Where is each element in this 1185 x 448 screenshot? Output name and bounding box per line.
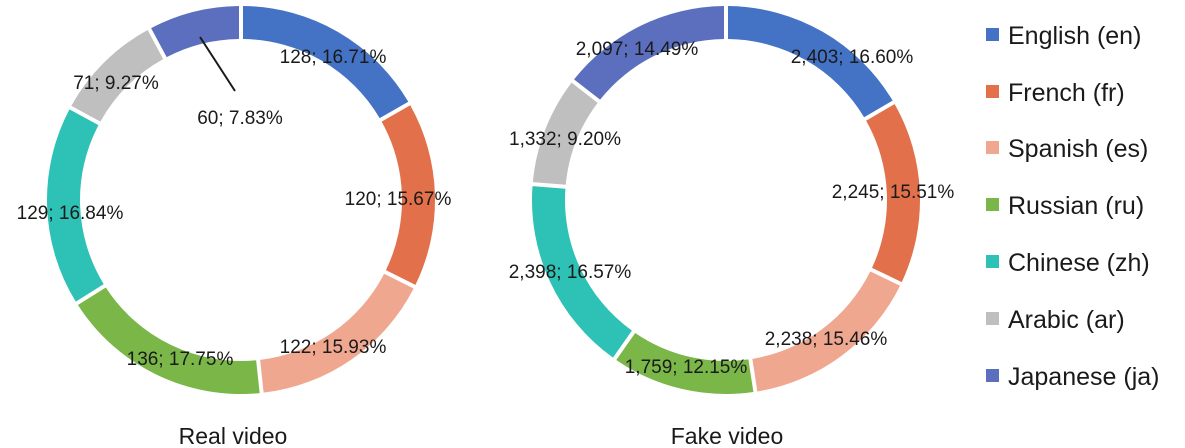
- legend-label-english: English (en): [1008, 22, 1141, 50]
- caption-real-video: Real video: [179, 423, 288, 448]
- legend-label-russian: Russian (ru): [1008, 192, 1144, 220]
- legend-swatch-english: [986, 28, 999, 41]
- real-label-chinese: 129; 16.84%: [17, 203, 124, 224]
- real-slice-english: [242, 6, 409, 119]
- fake-label-english: 2,403; 16.60%: [791, 47, 914, 68]
- real-slice-french: [381, 105, 435, 285]
- real-slice-arabic: [71, 29, 164, 122]
- legend-swatch-spanish: [986, 141, 999, 154]
- legend-label-japanese: Japanese (ja): [1008, 363, 1159, 391]
- fake-slice-arabic: [532, 82, 598, 185]
- fake-label-japanese: 2,097; 14.49%: [576, 39, 699, 60]
- fake-label-chinese: 2,398; 16.57%: [509, 262, 632, 283]
- legend-swatch-japanese: [986, 369, 999, 382]
- legend-label-arabic: Arabic (ar): [1008, 306, 1125, 334]
- legend-label-french: French (fr): [1008, 79, 1125, 107]
- donut-fake-video: 2,403; 16.60% 2,245; 15.51% 2,238; 15.46% 1…: [509, 6, 955, 394]
- real-slice-japanese: [151, 6, 240, 58]
- legend-label-spanish: Spanish (es): [1008, 135, 1148, 163]
- legend-swatch-french: [986, 85, 999, 98]
- fake-slice-english: [727, 6, 893, 118]
- real-label-spanish: 122; 15.93%: [280, 337, 387, 358]
- legend-swatch-chinese: [986, 255, 999, 268]
- real-slice-spanish: [260, 273, 414, 393]
- real-leader-line: [199, 36, 236, 92]
- fake-label-russian: 1,759; 12.15%: [625, 357, 748, 378]
- real-slice-russian: [77, 287, 260, 394]
- real-label-russian: 136; 17.75%: [127, 349, 234, 370]
- real-label-english: 128; 16.71%: [280, 47, 387, 68]
- fake-label-french: 2,245; 15.51%: [832, 182, 955, 203]
- legend-label-chinese: Chinese (zh): [1008, 249, 1150, 277]
- fake-slice-french: [866, 104, 920, 283]
- real-label-japanese: 60; 7.83%: [197, 108, 283, 129]
- fake-slice-chinese: [532, 186, 632, 358]
- real-label-arabic: 71; 9.27%: [73, 73, 159, 94]
- fake-slice-japanese: [574, 6, 725, 100]
- legend: English (en) French (fr) Spanish (es) Ru…: [986, 22, 1159, 391]
- fake-slice-russian: [616, 332, 754, 394]
- real-slice-chinese: [46, 109, 104, 302]
- real-label-french: 120; 15.67%: [345, 189, 452, 210]
- fake-label-arabic: 1,332; 9.20%: [509, 129, 621, 150]
- fake-label-spanish: 2,238; 15.46%: [765, 329, 888, 350]
- legend-swatch-arabic: [986, 312, 999, 325]
- legend-swatch-russian: [986, 198, 999, 211]
- donut-real-video: 128; 16.71% 120; 15.67% 122; 15.93% 136; 17…: [17, 6, 452, 394]
- caption-fake-video: Fake video: [671, 423, 784, 448]
- fake-slice-spanish: [752, 271, 901, 392]
